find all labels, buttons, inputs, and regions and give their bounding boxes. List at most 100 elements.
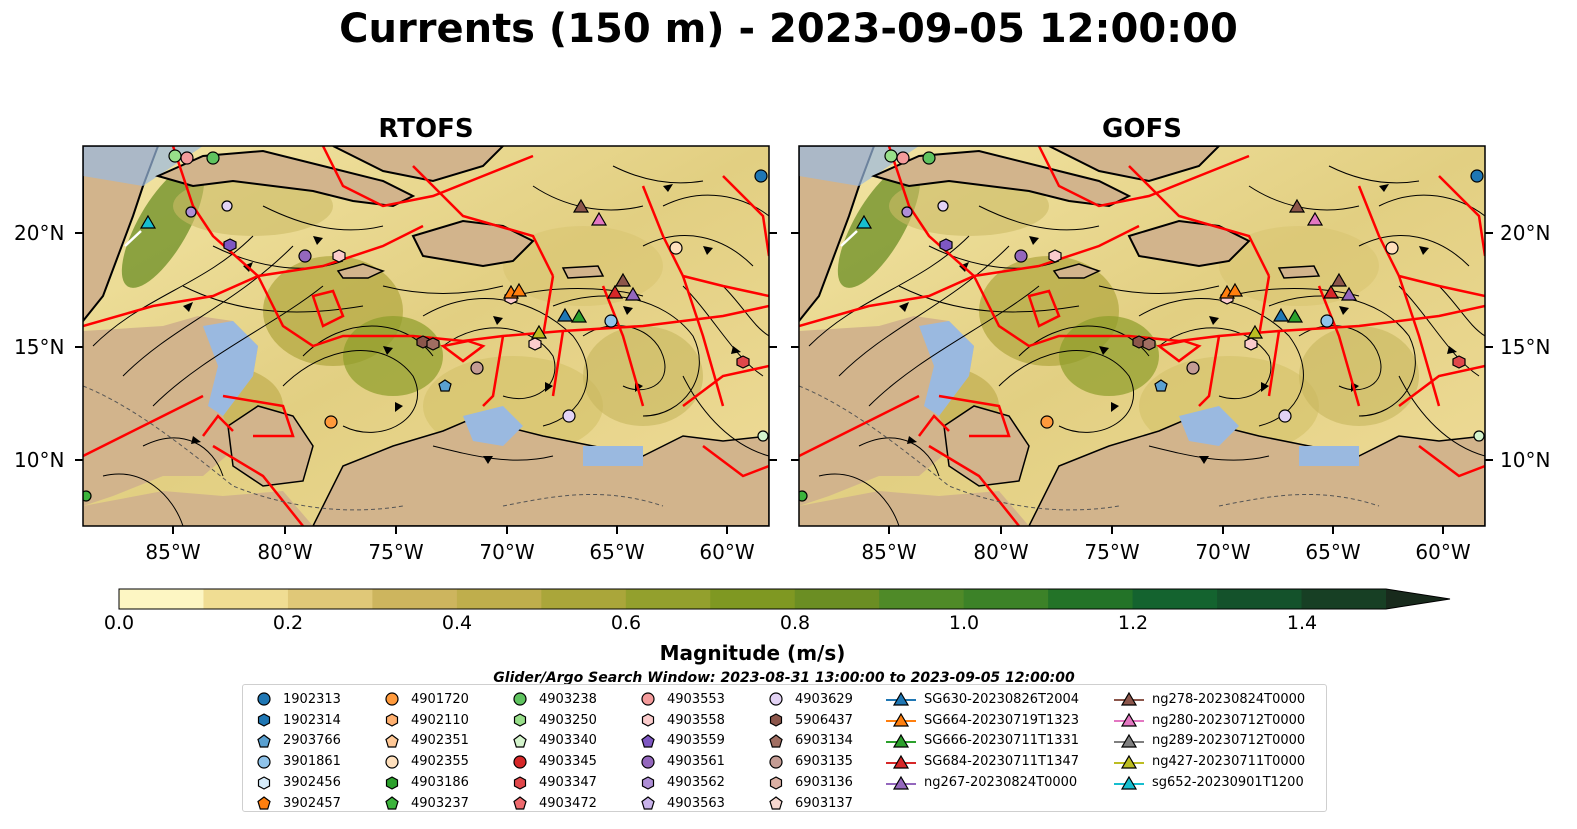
colorbar-segment: [203, 589, 289, 609]
lon-tick-80w: 80°W: [257, 540, 313, 564]
circle-marker-icon: [641, 692, 655, 706]
pentagon-marker-icon: [385, 734, 399, 748]
colorbar-label: Magnitude (m/s): [659, 641, 846, 665]
legend-label: sg652-20230901T1200: [1152, 775, 1304, 791]
legend-label: 4903561: [667, 754, 725, 770]
lon-tick-70w: 70°W: [479, 540, 535, 564]
hexagon-marker-icon: [513, 775, 527, 790]
legend-item: ng267-20230824T0000: [886, 772, 1079, 793]
colorbar-segment: [1132, 589, 1218, 609]
legend-label: 1902314: [283, 712, 341, 728]
lon-tick-80w: 80°W: [973, 540, 1029, 564]
legend-label: SG630-20230826T2004: [924, 691, 1080, 707]
circle-marker-icon: [385, 692, 399, 706]
triangle-marker-icon: [886, 733, 916, 748]
triangle-marker-icon: [1114, 733, 1144, 748]
legend-item: 4903340: [509, 731, 597, 752]
legend-label: 3902456: [283, 775, 341, 791]
legend-label: 3902457: [283, 795, 341, 811]
legend-item: 1902314: [253, 710, 341, 731]
legend-column: 1902313 1902314 2903766 3901861 3902456 39024…: [253, 689, 341, 814]
triangle-marker-icon: [886, 775, 916, 790]
legend-item: 3902456: [253, 772, 341, 793]
pentagon-marker-icon: [769, 796, 783, 810]
pentagon-marker-icon: [513, 796, 527, 810]
legend-item: ng289-20230712T0000: [1114, 731, 1305, 752]
lat-tick-20n: 20°N: [14, 221, 65, 245]
lat-tick-10n: 10°N: [1500, 448, 1551, 472]
pentagon-marker-icon: [257, 796, 271, 810]
circle-marker-icon: [257, 755, 271, 769]
panel-title-rtofs: RTOFS: [378, 114, 474, 144]
legend-label: ng280-20230712T0000: [1152, 712, 1306, 728]
legend-label: ng278-20230824T0000: [1152, 691, 1306, 707]
legend-label: 4901720: [411, 691, 469, 707]
legend-label: 4903186: [411, 775, 469, 791]
hexagon-marker-icon: [385, 775, 399, 790]
legend-label: 4903559: [667, 733, 725, 749]
legend-label: ng427-20230711T0000: [1152, 754, 1306, 770]
legend-item: 4903562: [637, 772, 725, 793]
legend-label: 1902313: [283, 691, 341, 707]
lon-tick-65w: 65°W: [589, 540, 645, 564]
triangle-marker-icon: [886, 712, 916, 727]
triangle-marker-icon: [1114, 692, 1144, 706]
circle-marker-icon: [769, 692, 783, 706]
legend-item: 4903237: [381, 793, 469, 814]
legend-label: 5906437: [795, 712, 853, 728]
colorbar-segment: [1048, 589, 1134, 609]
pentagon-marker-icon: [257, 734, 271, 748]
legend-label: 4902351: [411, 733, 469, 749]
lat-tick-10n: 10°N: [14, 448, 65, 472]
legend-item: 3902457: [253, 793, 341, 814]
colorbar-tick: 1.2: [1117, 612, 1149, 634]
legend-label: 4903562: [667, 775, 725, 791]
colorbar-segment: [710, 589, 796, 609]
legend-item: ng278-20230824T0000: [1114, 689, 1305, 710]
legend-column: 4903553 4903558 4903559 4903561 4903562 49035…: [637, 689, 725, 814]
legend-item: SG666-20230711T1331: [886, 731, 1079, 752]
circle-marker-icon: [257, 692, 271, 706]
legend-item: 4903238: [509, 689, 597, 710]
legend-item: ng427-20230711T0000: [1114, 751, 1305, 772]
legend-column: SG630-20230826T2004 SG664-20230719T1323 SG…: [886, 689, 1079, 793]
triangle-marker-icon: [1114, 754, 1144, 769]
legend-item: 2903766: [253, 731, 341, 752]
colorbar-tick: 0.2: [272, 612, 304, 634]
legend-label: 6903137: [795, 795, 853, 811]
hexagon-marker-icon: [769, 775, 783, 790]
lat-tick-15n: 15°N: [14, 335, 65, 359]
legend-label: 4903237: [411, 795, 469, 811]
gofs-map: [797, 146, 1485, 526]
triangle-marker-icon: [886, 754, 916, 769]
legend-label: 6903134: [795, 733, 853, 749]
lon-tick-75w: 75°W: [1084, 540, 1140, 564]
circle-marker-icon: [513, 755, 527, 769]
triangle-marker-icon: [886, 692, 916, 706]
colorbar-segment: [879, 589, 965, 609]
legend-item: 4903186: [381, 772, 469, 793]
colorbar-tick: 0.4: [441, 612, 473, 634]
legend-item: 4903345: [509, 751, 597, 772]
circle-marker-icon: [769, 755, 783, 769]
legend-label: 2903766: [283, 733, 341, 749]
axis-ticks: [75, 232, 1493, 534]
colorbar-segment: [119, 589, 204, 609]
triangle-marker-icon: [1114, 712, 1144, 727]
circle-marker-icon: [513, 692, 527, 706]
legend-item: 6903136: [765, 772, 853, 793]
panel-title-gofs: GOFS: [1102, 114, 1182, 144]
legend-item: 4903558: [637, 710, 725, 731]
legend-label: 4903553: [667, 691, 725, 707]
legend-item: 6903135: [765, 751, 853, 772]
legend-item: 4903559: [637, 731, 725, 752]
legend-label: 4903347: [539, 775, 597, 791]
colorbar-segment: [1217, 589, 1303, 609]
colorbar-segment: [287, 589, 373, 609]
lon-tick-60w: 60°W: [699, 540, 755, 564]
legend-item: 4901720: [381, 689, 469, 710]
legend-item: ng280-20230712T0000: [1114, 710, 1305, 731]
lon-tick-85w: 85°W: [145, 540, 201, 564]
legend-label: 6903136: [795, 775, 853, 791]
legend-label: 4903629: [795, 691, 853, 707]
